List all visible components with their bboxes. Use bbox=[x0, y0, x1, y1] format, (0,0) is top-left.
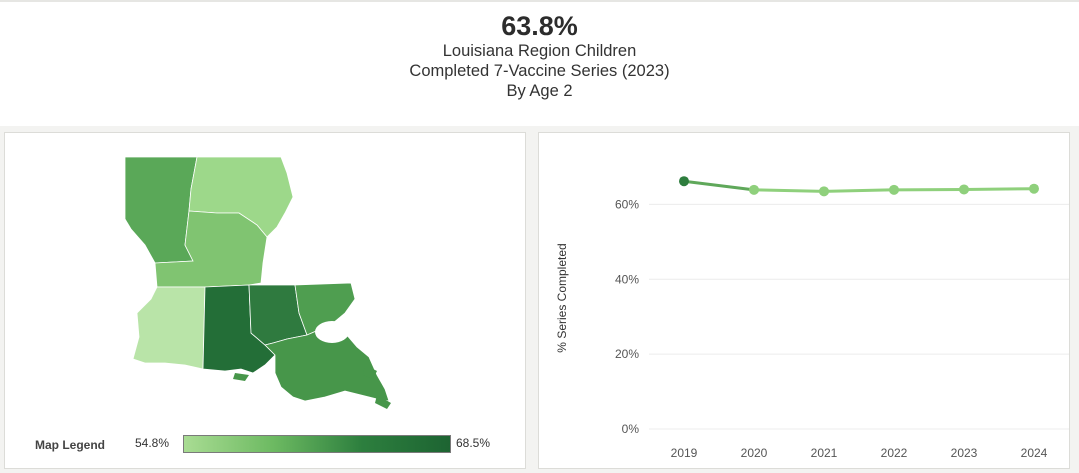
data-point bbox=[1029, 184, 1039, 194]
data-point bbox=[749, 185, 759, 195]
lake-pontchartrain bbox=[315, 321, 349, 343]
map-legend-title: Map Legend bbox=[35, 438, 105, 452]
x-tick-label: 2021 bbox=[811, 446, 838, 460]
x-tick-label: 2024 bbox=[1021, 446, 1048, 460]
y-axis-label: % Series Completed bbox=[555, 243, 569, 352]
headline-value: 63.8% bbox=[0, 11, 1079, 41]
x-tick-label: 2023 bbox=[951, 446, 978, 460]
y-tick-label: 0% bbox=[622, 422, 640, 436]
data-point bbox=[959, 184, 969, 194]
y-tick-label: 40% bbox=[615, 272, 639, 286]
headline-line-1: Louisiana Region Children bbox=[0, 41, 1079, 61]
map-region-southwest[interactable] bbox=[133, 287, 205, 369]
louisiana-map bbox=[5, 133, 525, 433]
map-legend-gradient bbox=[183, 435, 451, 453]
x-tick-label: 2020 bbox=[741, 446, 768, 460]
x-tick-label: 2022 bbox=[881, 446, 908, 460]
data-point bbox=[679, 176, 689, 186]
map-legend-min: 54.8% bbox=[135, 436, 169, 450]
data-point bbox=[819, 186, 829, 196]
map-legend-max: 68.5% bbox=[456, 436, 490, 450]
series-line-segment bbox=[754, 190, 824, 191]
y-tick-label: 20% bbox=[615, 347, 639, 361]
summary-header: 63.8% Louisiana Region Children Complete… bbox=[0, 0, 1079, 126]
headline-line-2: Completed 7-Vaccine Series (2023) bbox=[0, 61, 1079, 81]
trend-line-chart: 0% 20% 40% 60% % Series Completed 2019 2020 202… bbox=[539, 133, 1069, 468]
headline-line-3: By Age 2 bbox=[0, 81, 1079, 101]
data-point bbox=[889, 185, 899, 195]
trend-chart-panel: 0% 20% 40% 60% % Series Completed 2019 2020 202… bbox=[538, 132, 1070, 469]
x-tick-label: 2019 bbox=[671, 446, 698, 460]
map-panel: Map Legend 54.8% 68.5% bbox=[4, 132, 526, 469]
series-line-segment bbox=[684, 181, 754, 190]
series-line-segment bbox=[964, 189, 1034, 190]
y-tick-label: 60% bbox=[615, 197, 639, 211]
series-line-segment bbox=[824, 190, 894, 191]
